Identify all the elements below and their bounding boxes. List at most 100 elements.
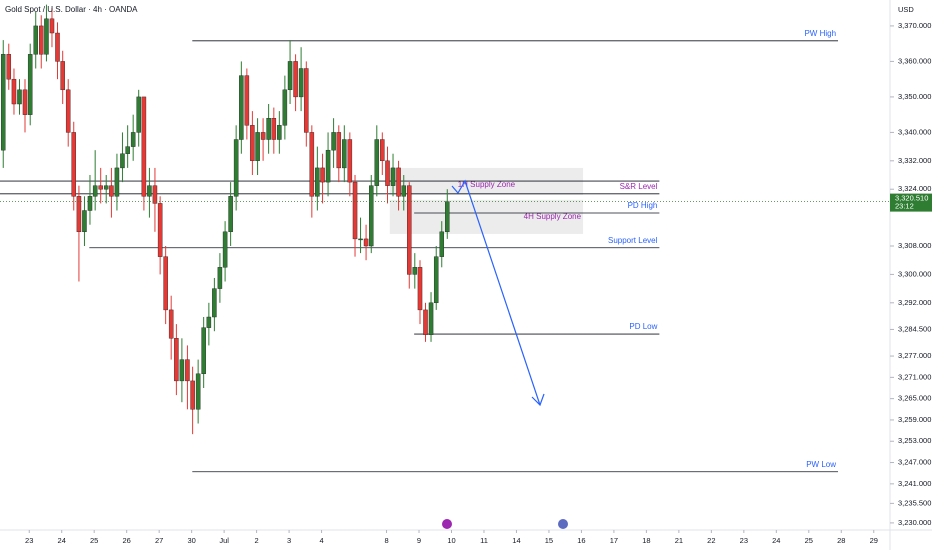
candle-body	[168, 309, 174, 339]
candle-body	[380, 139, 385, 162]
x-tick-label: 17	[610, 536, 618, 545]
x-tick-label: 30	[187, 536, 195, 545]
candle-body	[217, 267, 223, 289]
candle-body	[103, 185, 109, 190]
candles	[0, 4, 450, 435]
level-label: PW Low	[806, 460, 836, 469]
candle-body	[0, 54, 6, 151]
candle-body	[287, 61, 293, 91]
candle-body	[76, 196, 82, 233]
y-tick-label: 3,300.000	[898, 269, 931, 278]
candle-body	[152, 185, 158, 204]
y-tick-label: 3,230.000	[898, 518, 931, 527]
candle-body	[27, 54, 33, 115]
candle-body	[92, 185, 98, 197]
x-tick-label: Jul	[219, 536, 229, 545]
candle-body	[11, 78, 17, 105]
y-tick-label: 3,340.000	[898, 127, 931, 136]
x-tick-label: 24	[772, 536, 780, 545]
zone-label: 4H Supply Zone	[524, 212, 582, 221]
candle-body	[250, 125, 255, 162]
y-tick-label: 3,247.000	[898, 458, 931, 467]
candle-body	[222, 231, 228, 268]
y-tick-label: 3,324.000	[898, 184, 931, 193]
candle-body	[120, 153, 125, 169]
candle-body	[363, 238, 369, 247]
x-tick-label: 25	[90, 536, 98, 545]
candle-body	[195, 373, 201, 410]
candle-body	[206, 316, 212, 328]
candle-body	[157, 203, 163, 257]
candle-body	[147, 185, 152, 197]
candle-body	[304, 68, 309, 133]
last-price-tag	[890, 193, 932, 212]
y-tick-label: 3,292.000	[898, 298, 931, 307]
x-tick-label: 23	[740, 536, 748, 545]
candle-body	[65, 89, 71, 133]
candle-body	[239, 75, 244, 140]
candle-body	[22, 89, 28, 115]
x-tick-label: 29	[870, 536, 878, 545]
x-tick-label: 21	[675, 536, 683, 545]
candle-body	[298, 68, 304, 98]
candle-body	[407, 185, 412, 275]
candle-body	[114, 167, 120, 197]
level-label: PD High	[628, 201, 658, 210]
candle-body	[6, 54, 12, 80]
candle-body	[347, 139, 353, 183]
supply-zone	[389, 199, 584, 234]
event-icon[interactable]	[558, 519, 568, 529]
x-tick-label: 14	[512, 536, 520, 545]
y-tick-label: 3,277.000	[898, 351, 931, 360]
y-tick-label: 3,332.000	[898, 156, 931, 165]
y-tick-label: 3,350.000	[898, 92, 931, 101]
candle-body	[125, 146, 130, 154]
y-tick-label: 3,271.000	[898, 372, 931, 381]
candle-body	[38, 25, 44, 55]
x-tick-label: 11	[480, 536, 488, 545]
x-tick-label: 24	[58, 536, 66, 545]
candle-body	[201, 327, 206, 375]
candle-body	[82, 210, 87, 233]
currency-label: USD	[898, 5, 914, 14]
candle-body	[130, 132, 136, 147]
x-tick-label: 16	[577, 536, 585, 545]
candle-body	[98, 185, 103, 190]
x-tick-label: 4	[319, 536, 323, 545]
candle-body	[179, 359, 185, 382]
x-tick-label: 9	[417, 536, 421, 545]
candle-body	[390, 167, 396, 186]
x-tick-label: 22	[707, 536, 715, 545]
candle-body	[401, 185, 407, 197]
candle-body	[212, 288, 217, 318]
candle-body	[87, 196, 93, 211]
candle-body	[439, 231, 445, 257]
candle-body	[369, 185, 374, 247]
candle-body	[244, 75, 250, 126]
candle-body	[49, 18, 55, 34]
y-tick-label: 3,360.000	[898, 56, 931, 65]
event-icon[interactable]	[442, 519, 452, 529]
y-tick-label: 3,265.000	[898, 394, 931, 403]
candle-body	[293, 61, 298, 98]
candle-body	[315, 167, 320, 197]
x-tick-label: 27	[155, 536, 163, 545]
candle-body	[141, 96, 147, 197]
candle-body	[255, 132, 260, 162]
candle-body	[185, 359, 190, 382]
y-tick-label: 3,241.000	[898, 479, 931, 488]
x-tick-label: 10	[447, 536, 455, 545]
level-label: PD Low	[629, 322, 657, 331]
countdown-label: 23:12	[895, 202, 914, 211]
candle-body	[17, 89, 22, 105]
candle-body	[412, 267, 418, 275]
candle-body	[331, 132, 336, 151]
x-tick-label: 26	[123, 536, 131, 545]
x-tick-label: 23	[25, 536, 33, 545]
candle-body	[423, 309, 428, 335]
candle-body	[60, 61, 65, 91]
projection-arrow	[451, 179, 545, 407]
candle-body	[136, 96, 141, 133]
candle-body	[352, 181, 358, 240]
level-label: Support Level	[608, 236, 658, 245]
